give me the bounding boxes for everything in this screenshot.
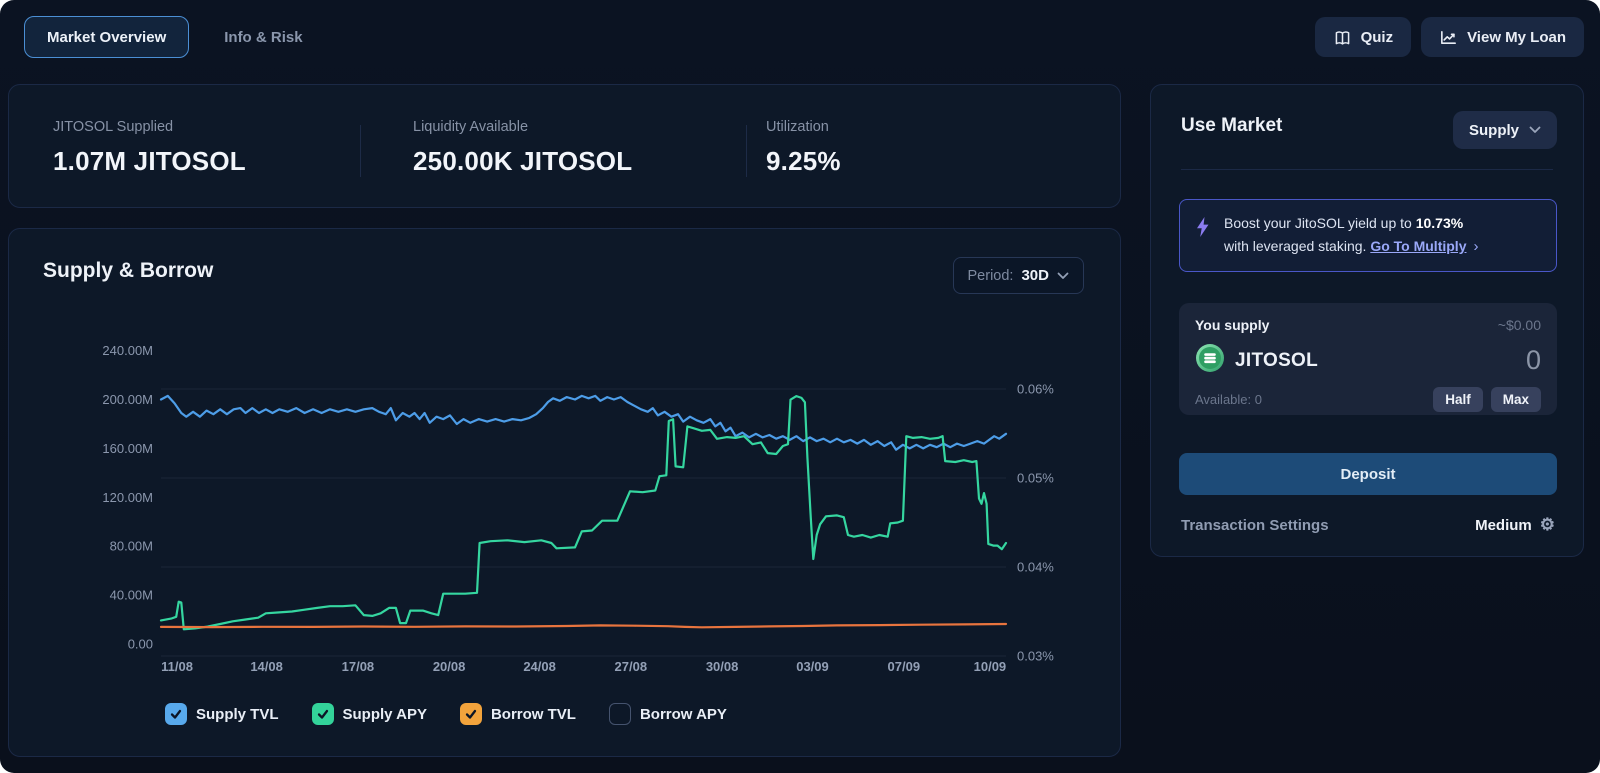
stat-liquidity-label: Liquidity Available bbox=[413, 119, 529, 135]
jitosol-token-icon bbox=[1195, 343, 1225, 378]
legend-label-supply-apy: Supply APY bbox=[342, 705, 427, 723]
x-axis-tick: 24/08 bbox=[523, 659, 556, 674]
lightning-bolt-icon bbox=[1194, 216, 1212, 258]
x-axis-tick: 30/08 bbox=[706, 659, 739, 674]
gear-icon[interactable]: ⚙ bbox=[1539, 515, 1555, 534]
x-axis-tick: 14/08 bbox=[250, 659, 283, 674]
left-axis-tick: 120.00M bbox=[102, 490, 153, 505]
chevron-right-icon: › bbox=[1473, 237, 1479, 255]
period-label: Period: bbox=[967, 267, 1014, 284]
x-axis-tick: 03/09 bbox=[796, 659, 829, 674]
transaction-settings-row: Transaction Settings Medium ⚙ bbox=[1181, 515, 1555, 535]
chevron-down-icon bbox=[1057, 267, 1069, 285]
mode-selector-value: Supply bbox=[1468, 121, 1519, 139]
legend-checkbox-supply-apy[interactable] bbox=[311, 703, 334, 725]
legend-checkbox-borrow-tvl[interactable] bbox=[459, 703, 482, 725]
stat-utilization-label: Utilization bbox=[766, 119, 829, 135]
legend-item-borrow-tvl[interactable]: Borrow TVL bbox=[459, 703, 576, 725]
left-axis-tick: 80.00M bbox=[110, 539, 153, 554]
go-to-multiply-link[interactable]: Go To Multiply bbox=[1370, 237, 1467, 254]
chevron-down-icon bbox=[1529, 121, 1541, 139]
page-tabs: Market Overview Info & Risk bbox=[24, 16, 326, 58]
book-icon bbox=[1333, 28, 1352, 47]
period-value: 30D bbox=[1021, 267, 1049, 284]
legend-checkbox-borrow-apy[interactable] bbox=[608, 703, 631, 725]
right-axis-tick: 0.05% bbox=[1017, 471, 1054, 486]
legend-item-borrow-apy[interactable]: Borrow APY bbox=[608, 703, 727, 725]
left-axis-tick: 240.00M bbox=[102, 343, 153, 358]
legend-item-supply-apy[interactable]: Supply APY bbox=[311, 703, 427, 725]
right-axis-tick: 0.06% bbox=[1017, 382, 1054, 397]
tab-market-overview[interactable]: Market Overview bbox=[24, 16, 190, 58]
boost-text-part2: with leveraged staking. bbox=[1224, 237, 1371, 254]
legend-label-supply-tvl: Supply TVL bbox=[196, 705, 279, 723]
stat-divider bbox=[360, 125, 361, 177]
mode-selector-dropdown[interactable]: Supply bbox=[1452, 111, 1557, 149]
left-axis-tick: 200.00M bbox=[102, 392, 153, 407]
stat-utilization: Utilization 9.25% bbox=[766, 119, 841, 177]
transaction-settings-value: Medium bbox=[1475, 516, 1532, 534]
x-axis-tick: 11/08 bbox=[161, 659, 193, 674]
supply-amount-input[interactable]: 0 bbox=[1525, 345, 1541, 375]
left-axis-tick: 160.00M bbox=[102, 441, 153, 456]
tab-market-overview-label: Market Overview bbox=[47, 28, 167, 46]
line-chart-icon bbox=[1439, 28, 1458, 47]
tab-info-risk-label: Info & Risk bbox=[224, 28, 303, 46]
transaction-settings-label: Transaction Settings bbox=[1181, 516, 1329, 534]
stat-liquidity: Liquidity Available 250.00K JITOSOL bbox=[413, 119, 632, 177]
you-supply-label: You supply bbox=[1195, 317, 1270, 333]
series-line-supply-tvl bbox=[159, 394, 1008, 451]
stat-supplied: JITOSOL Supplied 1.07M JITOSOL bbox=[53, 119, 246, 177]
period-selector[interactable]: Period: 30D bbox=[952, 257, 1084, 294]
stat-liquidity-value: 250.00K JITOSOL bbox=[413, 146, 633, 176]
max-button[interactable]: Max bbox=[1490, 387, 1541, 412]
deposit-button[interactable]: Deposit bbox=[1179, 453, 1557, 495]
stat-divider bbox=[746, 125, 747, 177]
tab-info-risk[interactable]: Info & Risk bbox=[201, 16, 325, 58]
boost-text: Boost your JitoSOL yield up to 10.73% wi… bbox=[1224, 213, 1478, 258]
x-axis-tick: 27/08 bbox=[615, 659, 648, 674]
usd-value: ~$0.00 bbox=[1497, 317, 1541, 333]
view-my-loan-label: View My Loan bbox=[1467, 28, 1566, 46]
stat-supplied-value: 1.07M JITOSOL bbox=[53, 146, 246, 176]
view-my-loan-button[interactable]: View My Loan bbox=[1421, 17, 1584, 57]
boost-highlight: 10.73% bbox=[1415, 215, 1464, 231]
left-axis-tick: 0.00 bbox=[128, 637, 153, 652]
chart-title: Supply & Borrow bbox=[43, 259, 214, 282]
quiz-button[interactable]: Quiz bbox=[1314, 17, 1412, 57]
boost-banner: Boost your JitoSOL yield up to 10.73% wi… bbox=[1179, 199, 1557, 272]
x-axis-tick: 20/08 bbox=[433, 659, 466, 674]
legend-label-borrow-tvl: Borrow TVL bbox=[490, 705, 576, 723]
you-supply-card: You supply ~$0.00 bbox=[1179, 303, 1557, 415]
use-market-panel: Use Market Supply Boost your JitoSOL yie… bbox=[1150, 84, 1584, 557]
half-button[interactable]: Half bbox=[1433, 387, 1483, 412]
market-stats-card: JITOSOL Supplied 1.07M JITOSOL Liquidity… bbox=[8, 84, 1121, 208]
legend-label-borrow-apy: Borrow APY bbox=[639, 705, 727, 723]
x-axis-tick: 10/09 bbox=[974, 659, 1007, 674]
series-line-supply-apy bbox=[159, 395, 1008, 631]
topbar-actions: Quiz View My Loan bbox=[1314, 17, 1584, 57]
available-balance: Available: 0 bbox=[1195, 392, 1262, 407]
token-name: JITOSOL bbox=[1235, 349, 1319, 371]
left-axis-tick: 40.00M bbox=[110, 588, 153, 603]
chart-legend: Supply TVL Supply APY Borrow TVL Borrow APY bbox=[165, 699, 727, 729]
divider bbox=[1181, 169, 1553, 170]
x-axis-tick: 07/09 bbox=[888, 659, 921, 674]
use-market-title: Use Market bbox=[1181, 115, 1283, 136]
stat-supplied-label: JITOSOL Supplied bbox=[53, 119, 174, 135]
right-axis-tick: 0.03% bbox=[1017, 649, 1054, 664]
supply-borrow-chart-card: Supply & Borrow Period: 30D 240.00M 200.0… bbox=[8, 228, 1121, 757]
x-axis-tick: 17/08 bbox=[342, 659, 375, 674]
series-line-borrow-tvl bbox=[159, 622, 1008, 629]
supply-borrow-chart: 240.00M 200.00M 160.00M 120.00M 80.00M 40.00M… bbox=[102, 343, 1054, 674]
quiz-button-label: Quiz bbox=[1360, 28, 1394, 46]
right-axis-tick: 0.04% bbox=[1017, 560, 1054, 575]
legend-item-supply-tvl[interactable]: Supply TVL bbox=[165, 703, 279, 725]
legend-checkbox-supply-tvl[interactable] bbox=[165, 703, 187, 725]
boost-text-part1: Boost your JitoSOL yield up to bbox=[1224, 215, 1416, 231]
stat-utilization-value: 9.25% bbox=[766, 146, 841, 176]
